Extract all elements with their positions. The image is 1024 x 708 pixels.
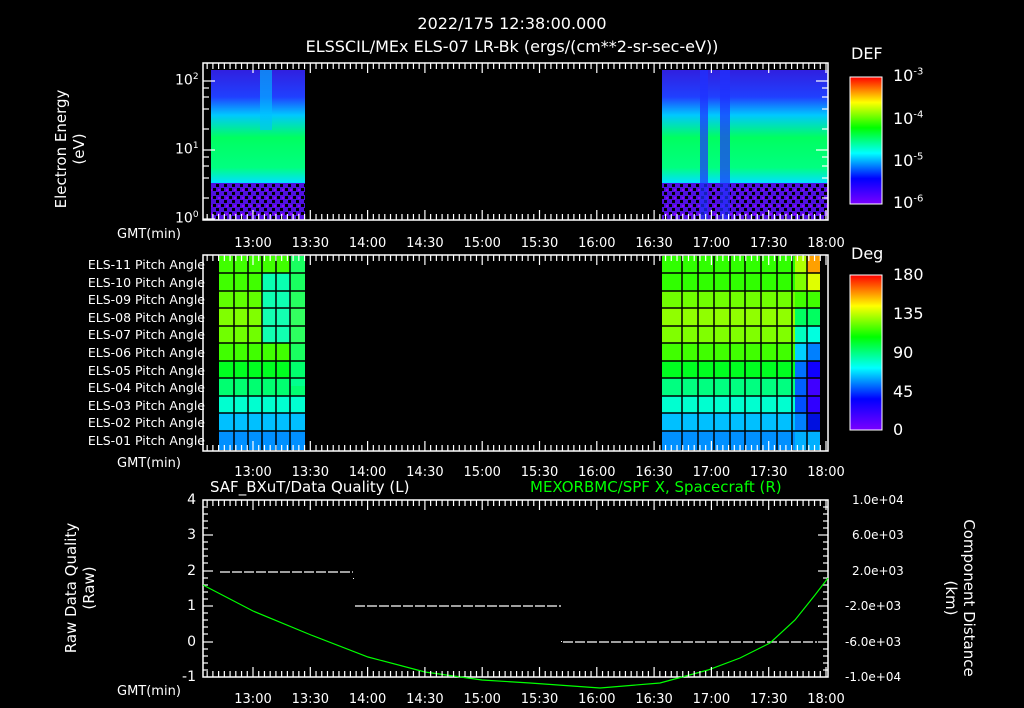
x-tick-label: 15:00 [463, 465, 501, 480]
x-tick-label: 17:00 [692, 465, 731, 480]
deg-cbar-tick-180: 180 [893, 265, 924, 284]
x-tick-label: 16:00 [578, 236, 616, 251]
x-tick-label: 15:00 [463, 692, 501, 707]
distance-y-tick: 2.0e+03 [852, 563, 904, 578]
energy-ytick-100: 102 [175, 72, 199, 89]
energy-spectrogram [211, 70, 828, 220]
x-tick-label: 17:00 [692, 692, 731, 707]
energy-y-label-line2: (eV) [70, 133, 88, 165]
quality-y-label-line1: Raw Data Quality [62, 522, 80, 654]
quality-x-axis-label: GMT(min) [117, 684, 181, 699]
pitch-angle-row-label: ELS-07 Pitch Angle [87, 327, 205, 343]
distance-y-tick: 6.0e+03 [852, 528, 904, 543]
distance-y-tick: 1.0e+04 [852, 493, 904, 507]
pitch-angle-row-label: ELS-11 Pitch Angle [87, 257, 205, 272]
energy-y-label: Electron Energy (eV) [52, 59, 88, 239]
x-tick-label: 17:30 [749, 465, 788, 480]
x-tick-label: 16:30 [635, 465, 673, 480]
quality-y-tick: 3 [187, 527, 196, 544]
quality-y-ticks [203, 506, 828, 671]
x-tick-label: 13:00 [234, 692, 272, 707]
pitch-x-axis-label: GMT(min) [117, 456, 181, 471]
x-tick-label: 14:00 [348, 465, 387, 480]
x-tick-label: 14:30 [406, 236, 444, 251]
x-tick-label: 14:30 [406, 692, 444, 707]
x-tick-label: 13:30 [291, 236, 330, 251]
quality-y-tick: -1 [182, 669, 196, 685]
x-tick-label: 13:00 [234, 465, 272, 480]
quality-y-tick: 4 [187, 492, 196, 508]
deg-colorbar-title: Deg [851, 244, 884, 263]
deg-colorbar [849, 274, 883, 431]
x-tick-label: 14:00 [348, 692, 387, 707]
quality-plot-frame [202, 499, 829, 678]
plot-subtitle: ELSSCIL/MEx ELS-07 LR-Bk (ergs/(cm**2-sr… [305, 37, 719, 56]
x-tick-label: 15:30 [520, 236, 559, 251]
pitch-angle-row-label: ELS-08 Pitch Angle [87, 309, 205, 325]
distance-y-tick: -1.0e+04 [845, 670, 902, 684]
x-tick-label: 13:30 [291, 692, 330, 707]
x-tick-label: 17:00 [692, 236, 731, 251]
quality-y-tick: 2 [187, 562, 196, 579]
def-cbar-tick-2: 10-5 [893, 151, 924, 170]
quality-y-tick: 0 [187, 633, 196, 650]
x-tick-label: 17:30 [749, 692, 788, 707]
def-colorbar-title: DEF [851, 44, 883, 63]
x-tick-label: 16:30 [635, 692, 673, 707]
distance-y-label-line2: (km) [942, 580, 960, 616]
x-tick-label: 16:00 [578, 692, 616, 707]
quality-left-title: SAF_BXuT/Data Quality (L) [210, 478, 410, 496]
pitch-angle-row-label: ELS-01 Pitch Angle [87, 433, 205, 448]
pitch-angle-row-label: ELS-09 Pitch Angle [87, 292, 205, 308]
plot-timestamp: 2022/175 12:38:00.000 [417, 14, 607, 33]
energy-y-label-line1: Electron Energy [52, 89, 70, 209]
def-colorbar [849, 76, 883, 205]
x-tick-label: 16:00 [578, 465, 616, 480]
x-tick-label: 18:00 [807, 465, 845, 480]
energy-plot-frame [202, 62, 829, 221]
x-tick-label: 14:30 [406, 465, 444, 480]
pitch-angle-row-label: ELS-06 Pitch Angle [87, 345, 205, 360]
quality-y-label-line2: (Raw) [80, 566, 98, 610]
x-tick-label: 17:30 [749, 236, 788, 251]
pitch-angle-row-label: ELS-10 Pitch Angle [87, 274, 205, 290]
deg-cbar-tick-0: 0 [893, 420, 904, 439]
x-tick-label: 16:30 [635, 236, 673, 251]
x-tick-label: 15:00 [463, 236, 501, 251]
deg-cbar-tick-45: 45 [893, 382, 914, 401]
def-cbar-tick-1: 10-4 [893, 109, 924, 128]
x-tick-label: 14:00 [348, 236, 387, 251]
energy-ytick-10: 101 [175, 141, 199, 158]
pitch-angle-row-label: ELS-05 Pitch Angle [87, 362, 205, 378]
x-tick-label: 15:30 [520, 692, 559, 707]
distance-y-label-line1: Component Distance [960, 519, 978, 677]
distance-y-label: Component Distance (km) [942, 498, 978, 698]
x-tick-label: 15:30 [520, 465, 559, 480]
quality-y-tick: 1 [187, 598, 196, 615]
quality-y-label: Raw Data Quality (Raw) [62, 498, 98, 678]
x-tick-label: 18:00 [807, 236, 845, 251]
def-cbar-tick-3: 10-6 [893, 193, 924, 212]
quality-right-title: MEXORBMC/SPF X, Spacecraft (R) [530, 478, 782, 496]
pitch-angle-row-label: ELS-02 Pitch Angle [87, 415, 205, 431]
pitch-angle-row-label: ELS-04 Pitch Angle [87, 380, 205, 396]
deg-cbar-tick-135: 135 [893, 304, 924, 323]
energy-ytick-1: 100 [175, 210, 199, 227]
x-tick-label: 13:30 [291, 465, 330, 480]
pitch-angle-heatmap [219, 256, 820, 450]
x-axis-ticks [206, 63, 827, 677]
x-tick-label: 18:00 [807, 692, 845, 707]
deg-cbar-tick-90: 90 [893, 343, 914, 362]
energy-x-axis-label: GMT(min) [117, 227, 181, 242]
spacecraft-distance-series [202, 577, 829, 689]
x-tick-label: 13:00 [234, 236, 272, 251]
pitch-angle-row-label: ELS-03 Pitch Angle [87, 397, 205, 413]
def-cbar-tick-0: 10-3 [893, 66, 924, 85]
distance-y-tick: -6.0e+03 [845, 634, 902, 649]
distance-y-tick: -2.0e+03 [845, 599, 902, 614]
data-quality-series [220, 571, 817, 643]
pitch-plot-frame [202, 254, 829, 452]
